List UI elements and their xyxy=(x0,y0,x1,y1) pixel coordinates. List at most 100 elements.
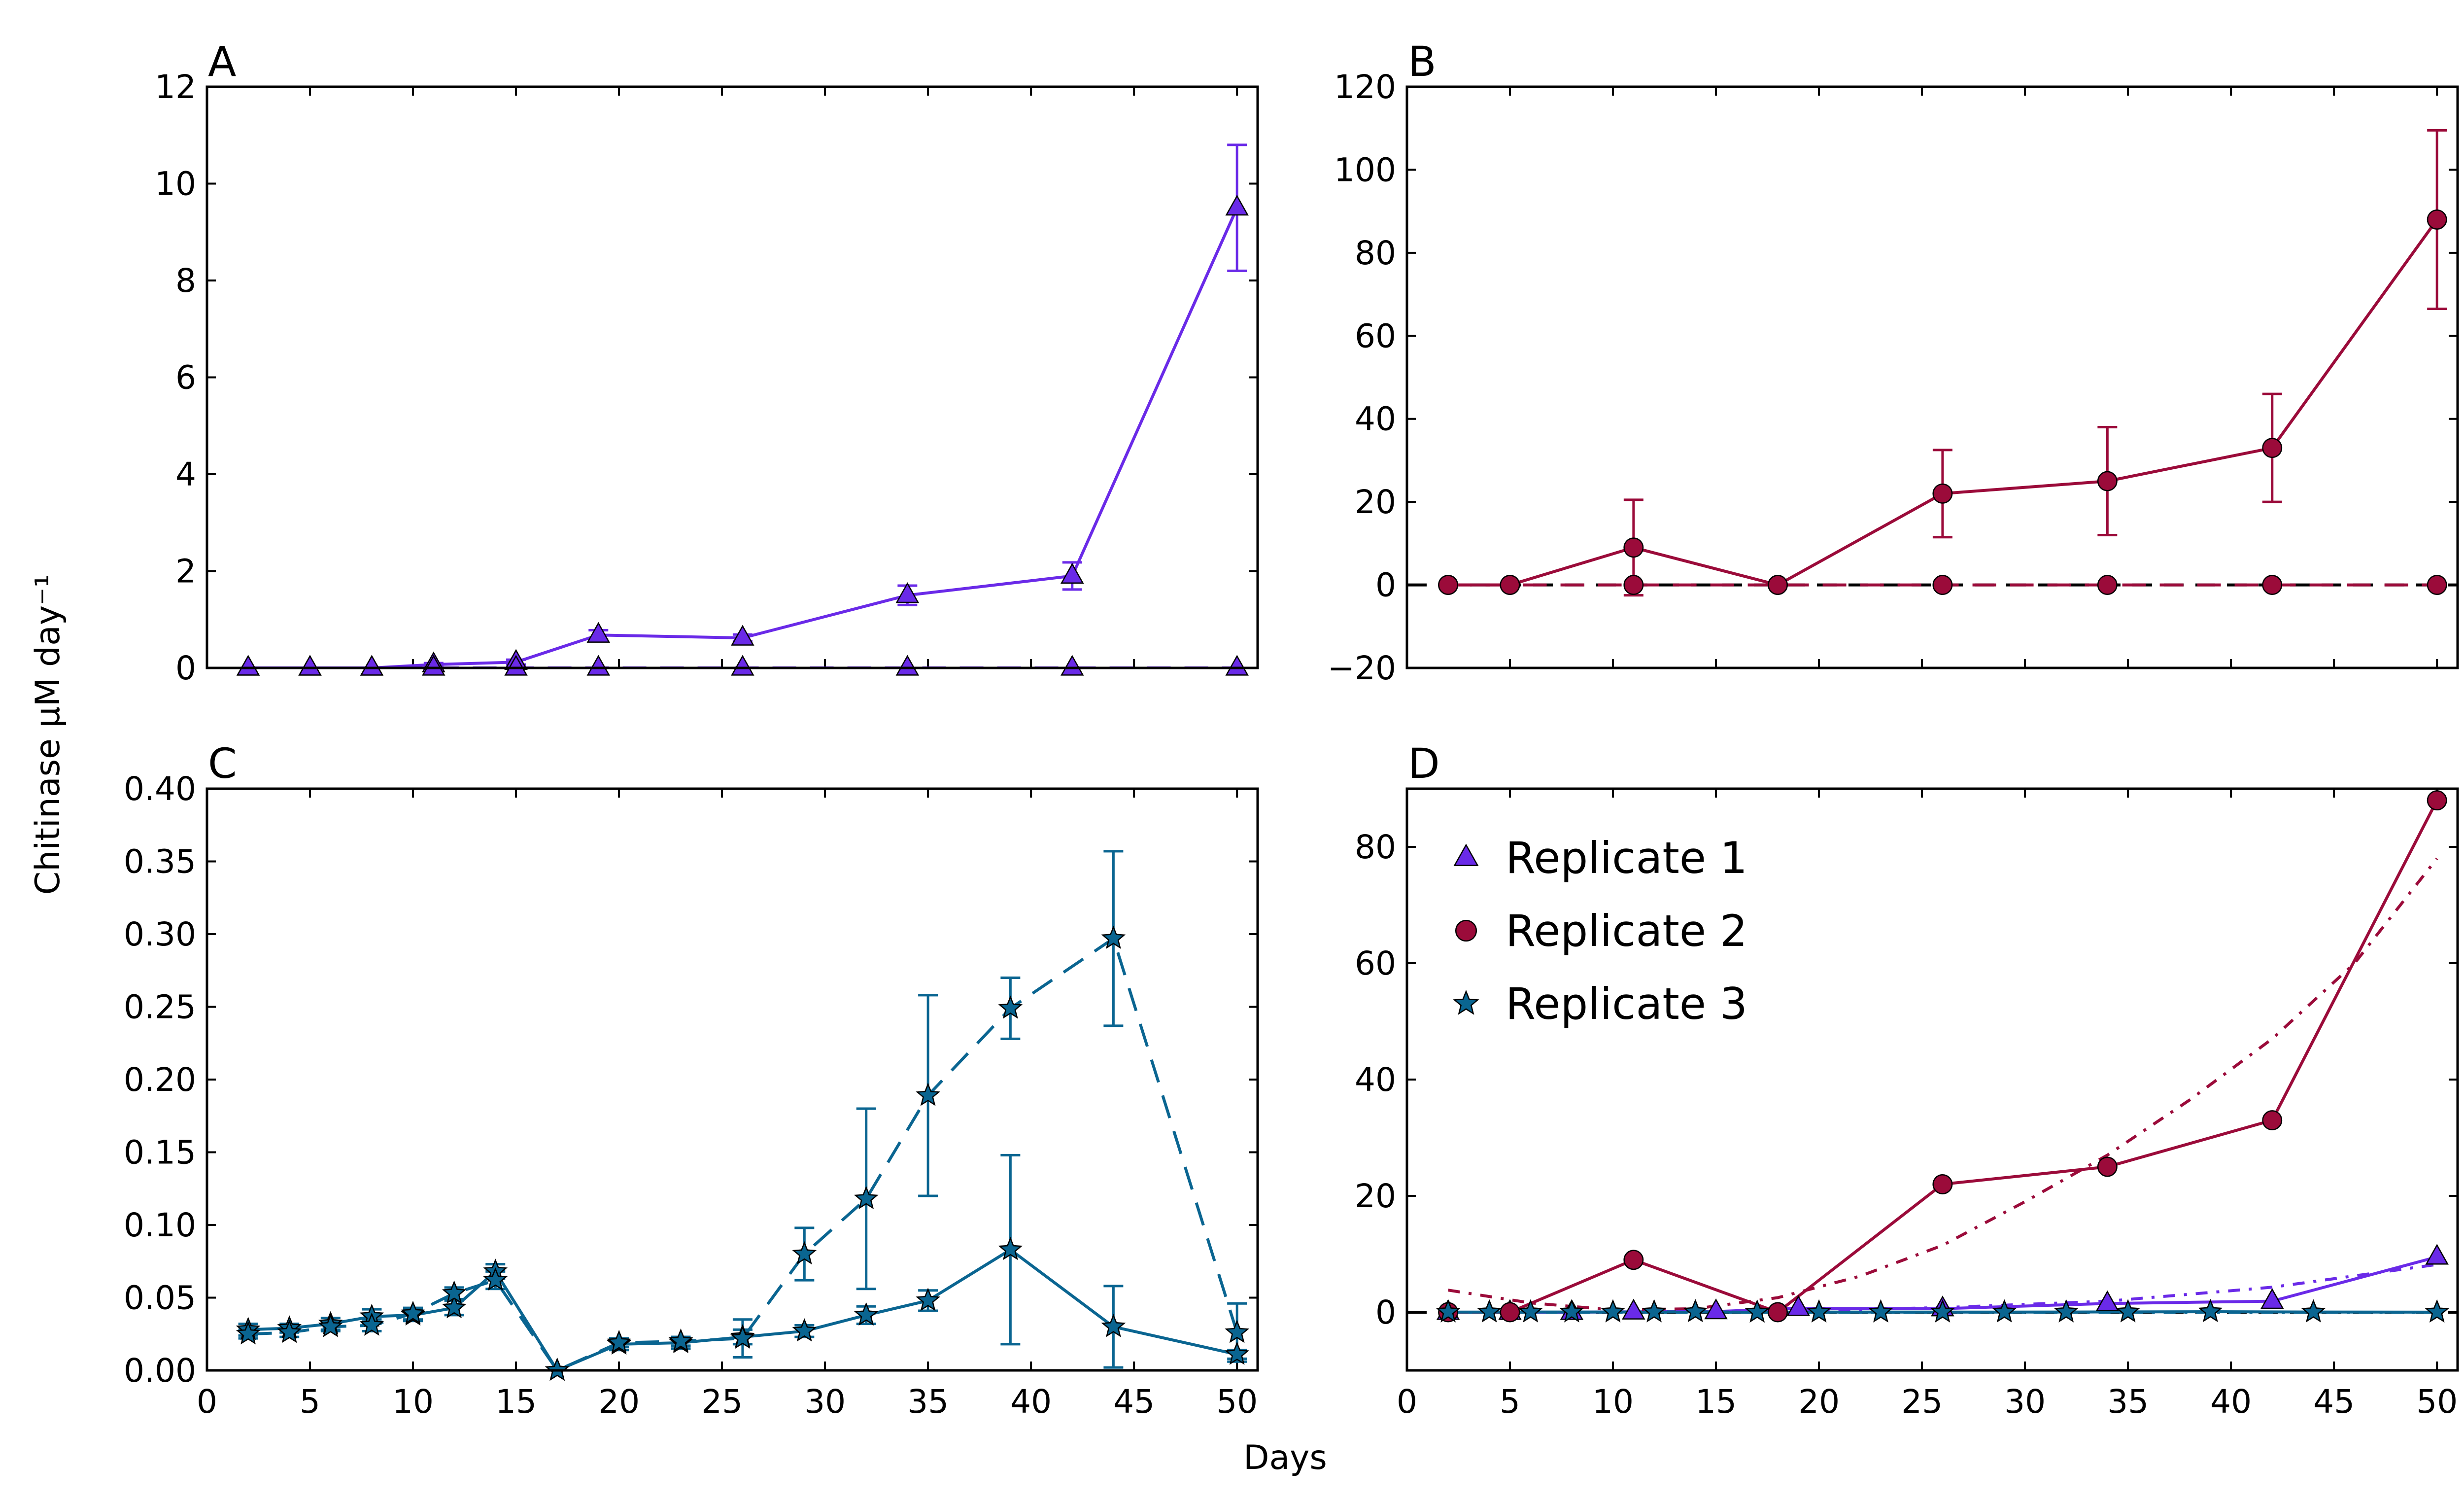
panel-d-series-1-point xyxy=(2260,1288,2284,1309)
panel-d-series-3-point xyxy=(2053,1299,2079,1323)
panel-d-xtick-label: 5 xyxy=(1500,1383,1520,1421)
panel-c-series-1-point xyxy=(854,1302,879,1326)
legend-label-2: Replicate 2 xyxy=(1506,906,1747,956)
x-axis-title: Days xyxy=(1243,1438,1327,1477)
panel-c-series-2-point xyxy=(483,1267,508,1291)
panel-a-series-2-point xyxy=(895,655,920,676)
panel-d-series-3-point xyxy=(1930,1299,1955,1323)
panel-a-series-1-point xyxy=(586,622,611,643)
panel-c-xtick-label: 20 xyxy=(598,1383,640,1421)
panel-c-series-2-point xyxy=(401,1300,425,1325)
panel-c-series-1-point xyxy=(916,1288,940,1311)
panel-d-letter: D xyxy=(1408,739,1440,788)
panel-a-series-1-point xyxy=(731,625,754,646)
panel-c-ytick-label: 0.20 xyxy=(124,1061,196,1099)
panel-b-series-1-point xyxy=(1623,537,1644,558)
panel-d-series-3-point xyxy=(1559,1299,1584,1323)
panel-c-ytick-label: 0.05 xyxy=(124,1279,196,1317)
panel-b-frame xyxy=(1405,85,2459,669)
panel-d-series-3-point xyxy=(1745,1299,1770,1323)
panel-d-series-2-point xyxy=(2427,790,2447,811)
panel-a-ytick-label: 6 xyxy=(175,359,196,397)
panel-a-ytick-label: 12 xyxy=(155,68,196,106)
panel-d-xtick-label: 15 xyxy=(1695,1383,1737,1421)
panel-d-xtick-label: 40 xyxy=(2210,1383,2252,1421)
panel-a-series-2-point xyxy=(731,655,754,676)
panel-c-series-2-point xyxy=(854,1186,879,1209)
panel-c-series-2-point xyxy=(792,1241,817,1265)
panel-c-series-2-point xyxy=(359,1312,384,1336)
panel-c-series-1-point xyxy=(1225,1341,1250,1365)
panel-d-series-3-point xyxy=(1642,1299,1667,1323)
panel-c-ytick-label: 0.40 xyxy=(124,770,196,808)
panel-d: D 0 20 40 60 80 0 5 10 15 20 25 30 35 40 45 50 Replicate … xyxy=(1355,739,2459,1421)
panel-d-series-3-point xyxy=(2425,1299,2450,1323)
panel-a-ytick-label: 0 xyxy=(175,649,196,687)
panel-d-xtick-label: 35 xyxy=(2107,1383,2149,1421)
panel-b-letter: B xyxy=(1408,37,1437,86)
panel-a-series-1-point xyxy=(1061,562,1084,584)
panel-a-letter: A xyxy=(208,37,236,86)
panel-c-series-2-point xyxy=(668,1328,693,1352)
panel-c-xtick-label: 30 xyxy=(804,1383,846,1421)
panel-c-ytick-label: 0.15 xyxy=(124,1134,196,1172)
panel-c-xtick-label: 15 xyxy=(495,1383,537,1421)
panel-b-series-1-point xyxy=(1932,483,1953,504)
panel-a-ytick-label: 10 xyxy=(155,165,196,203)
panel-b-series-2-point xyxy=(2427,575,2447,595)
panel-a-series-1-point xyxy=(895,582,920,603)
panel-b-ytick-label: 20 xyxy=(1355,483,1396,521)
panel-c-letter: C xyxy=(208,739,237,788)
panel-b-series-2-point xyxy=(2262,575,2283,595)
panel-b-series-2-point xyxy=(1438,575,1459,595)
panel-d-ytick-label: 40 xyxy=(1355,1061,1396,1099)
panel-c-series-2-point xyxy=(1225,1320,1250,1343)
panel-c-xtick-label: 40 xyxy=(1010,1383,1052,1421)
panel-b-ytick-label: 80 xyxy=(1355,234,1396,272)
panel-d-series-3-point xyxy=(1868,1299,1893,1323)
legend-label-3: Replicate 3 xyxy=(1506,978,1747,1029)
panel-a-series-2-point xyxy=(298,655,322,676)
panel-d-series-2-point xyxy=(1932,1174,1953,1194)
panel-d-series-2-point xyxy=(1623,1250,1644,1270)
panel-b-ytick-label: 60 xyxy=(1355,317,1396,355)
panel-d-series-1-point xyxy=(1622,1298,1645,1320)
panel-d-series-3-point xyxy=(2301,1299,2326,1323)
panel-c-xtick-label: 5 xyxy=(300,1383,320,1421)
panel-d-series-2-point xyxy=(1768,1302,1788,1323)
panel-d-xtick-label: 25 xyxy=(1901,1383,1943,1421)
panel-a-series-2-point xyxy=(422,655,445,676)
panel-d-series-3-point xyxy=(1436,1299,1461,1323)
panel-d-xtick-label: 0 xyxy=(1397,1383,1417,1421)
y-axis-title: Chitinase μM day⁻¹ xyxy=(29,574,68,895)
panel-b-ytick-label: −20 xyxy=(1328,649,1396,687)
panel-a-series-2-point xyxy=(586,655,611,676)
panel-a-series-2-point xyxy=(1061,655,1084,676)
panel-b-ytick-label: 100 xyxy=(1334,151,1396,189)
panel-d-series-2-point xyxy=(2262,1110,2283,1131)
panel-b-ytick-label: 120 xyxy=(1334,68,1396,106)
panel-d-xtick-label: 30 xyxy=(2004,1383,2046,1421)
panel-c-series-2-point xyxy=(277,1320,302,1343)
panel-d-series-3-point xyxy=(1518,1299,1543,1323)
panel-c-series-2-point xyxy=(318,1314,343,1337)
panel-c-series-1-point xyxy=(442,1294,467,1319)
panel-d-series-1-point xyxy=(1786,1295,1811,1316)
panel-d-xtick-label: 10 xyxy=(1592,1383,1634,1421)
panel-b-series-1-point xyxy=(2427,210,2447,230)
panel-d-series-3-point xyxy=(1807,1299,1831,1323)
panel-a-series-2-point xyxy=(1225,655,1249,676)
panel-d-series-1-point xyxy=(2425,1244,2449,1265)
panel-c: C 0.00 0.05 0.10 0.15 0.20 0.25 0.30 0.35 0.40 0 5 1… xyxy=(124,739,1259,1421)
panel-d-series-3-point xyxy=(2198,1298,2223,1323)
panel-d-series-1-point xyxy=(2095,1290,2120,1311)
panel-c-xtick-label: 10 xyxy=(392,1383,434,1421)
panel-c-series-2-point xyxy=(916,1083,940,1106)
panel-d-series-1-point xyxy=(1704,1298,1728,1320)
panel-d-series-3-point xyxy=(1992,1299,2017,1323)
panel-b-series-2-point xyxy=(1768,575,1788,595)
panel-b-series-1-point xyxy=(2097,471,2118,491)
panel-a: A 0 2 4 6 8 10 12 xyxy=(155,37,1259,687)
panel-d-ytick-label: 80 xyxy=(1355,828,1396,866)
panel-a-series-2-point xyxy=(504,655,528,676)
